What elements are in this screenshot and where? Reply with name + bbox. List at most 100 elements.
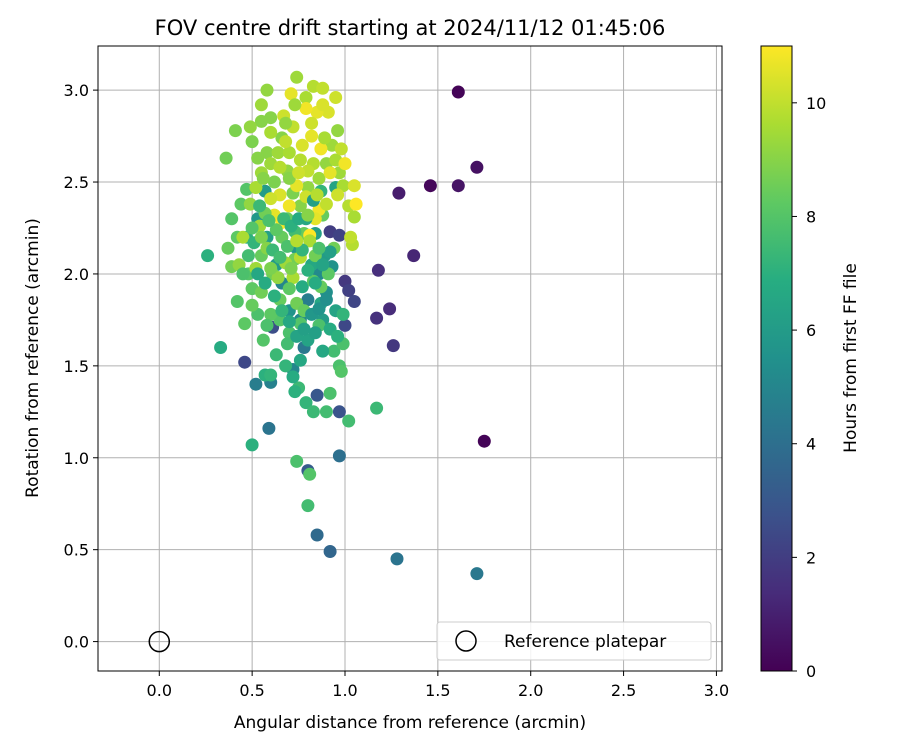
- data-point: [228, 124, 242, 138]
- data-point: [279, 359, 293, 373]
- data-point: [280, 337, 294, 351]
- x-ticks: 0.0 0.5 1.0 1.5 2.0 2.5 3.0: [147, 671, 729, 700]
- data-point: [225, 212, 239, 226]
- data-point: [451, 179, 465, 193]
- data-point: [214, 341, 228, 354]
- data-point: [323, 166, 337, 180]
- data-point: [290, 454, 304, 468]
- data-point: [316, 344, 330, 358]
- data-point: [338, 318, 352, 332]
- data-point: [323, 545, 337, 558]
- reference-marker: [148, 630, 171, 653]
- x-tick-label: 2.0: [518, 681, 543, 700]
- data-point: [288, 385, 302, 399]
- data-point: [249, 181, 263, 194]
- data-point: [334, 364, 348, 378]
- data-point: [332, 228, 346, 242]
- data-point: [323, 245, 337, 259]
- data-point: [245, 298, 259, 312]
- data-point: [264, 261, 278, 275]
- data-point: [342, 284, 356, 297]
- data-point: [264, 307, 278, 321]
- data-point: [282, 199, 296, 213]
- data-point: [234, 197, 248, 211]
- data-point: [310, 388, 324, 402]
- data-point: [221, 241, 235, 255]
- data-point: [238, 317, 252, 331]
- data-point: [347, 210, 361, 224]
- data-point: [305, 116, 319, 130]
- data-point: [256, 333, 270, 347]
- data-point: [390, 552, 404, 566]
- data-point: [262, 214, 276, 228]
- data-point: [238, 355, 252, 369]
- data-point: [258, 276, 272, 290]
- colorbar-ticks: 0 2 4 6 8 10: [792, 94, 826, 681]
- data-point: [279, 116, 293, 130]
- data-point: [249, 377, 263, 391]
- data-point: [267, 289, 281, 303]
- data-point: [310, 528, 324, 542]
- data-point: [301, 208, 315, 222]
- data-point: [386, 339, 400, 353]
- data-point: [253, 199, 267, 213]
- data-point: [370, 401, 384, 415]
- data-point: [331, 329, 345, 343]
- data-point: [331, 124, 345, 138]
- data-point: [292, 166, 306, 180]
- data-point: [254, 230, 268, 244]
- data-point: [370, 311, 384, 325]
- data-point: [303, 467, 317, 481]
- data-point: [334, 142, 348, 156]
- y-tick-label: 2.5: [64, 173, 89, 192]
- data-point: [279, 135, 293, 149]
- data-point: [264, 192, 278, 206]
- data-point: [299, 91, 313, 104]
- x-tick-label: 1.5: [425, 681, 450, 700]
- data-point: [284, 261, 298, 275]
- data-point: [319, 405, 333, 419]
- data-point: [347, 179, 361, 193]
- data-point: [327, 344, 341, 358]
- colorbar-tick-label: 2: [806, 548, 816, 567]
- y-tick-label: 0.0: [64, 633, 89, 652]
- data-point: [329, 91, 343, 104]
- data-point: [301, 263, 315, 277]
- data-point: [314, 142, 328, 156]
- data-point: [282, 146, 296, 160]
- data-point: [392, 186, 406, 200]
- data-point: [342, 414, 356, 428]
- data-point: [312, 302, 326, 316]
- data-point: [273, 160, 287, 174]
- data-point: [310, 188, 324, 202]
- data-point: [295, 138, 309, 152]
- data-point: [308, 276, 322, 290]
- data-point: [299, 396, 313, 410]
- data-point: [264, 368, 278, 382]
- data-point: [316, 258, 330, 272]
- data-point: [236, 230, 250, 244]
- colorbar-tick-label: 4: [806, 435, 816, 454]
- data-point: [267, 175, 281, 189]
- grid: [98, 46, 722, 671]
- data-point: [332, 405, 346, 419]
- y-axis-label: Rotation from reference (arcmin): [23, 218, 43, 498]
- data-point: [256, 171, 270, 185]
- data-point: [316, 81, 330, 95]
- data-point: [383, 302, 397, 316]
- plot-frame: [97, 45, 723, 672]
- data-point: [271, 146, 285, 160]
- data-point: [301, 293, 315, 307]
- data-point: [284, 87, 298, 101]
- data-point: [336, 307, 350, 321]
- colorbar-label: Hours from first FF file: [841, 263, 861, 453]
- data-point: [312, 241, 326, 255]
- data-point: [407, 249, 421, 263]
- data-point: [269, 223, 283, 237]
- data-point: [288, 98, 302, 112]
- data-point: [318, 131, 332, 145]
- x-tick-label: 3.0: [704, 681, 729, 700]
- data-point: [245, 438, 259, 452]
- chart-title: FOV centre drift starting at 2024/11/12 …: [155, 16, 666, 40]
- colorbar: 0 2 4 6 8 10 Hours from first FF file: [760, 45, 861, 681]
